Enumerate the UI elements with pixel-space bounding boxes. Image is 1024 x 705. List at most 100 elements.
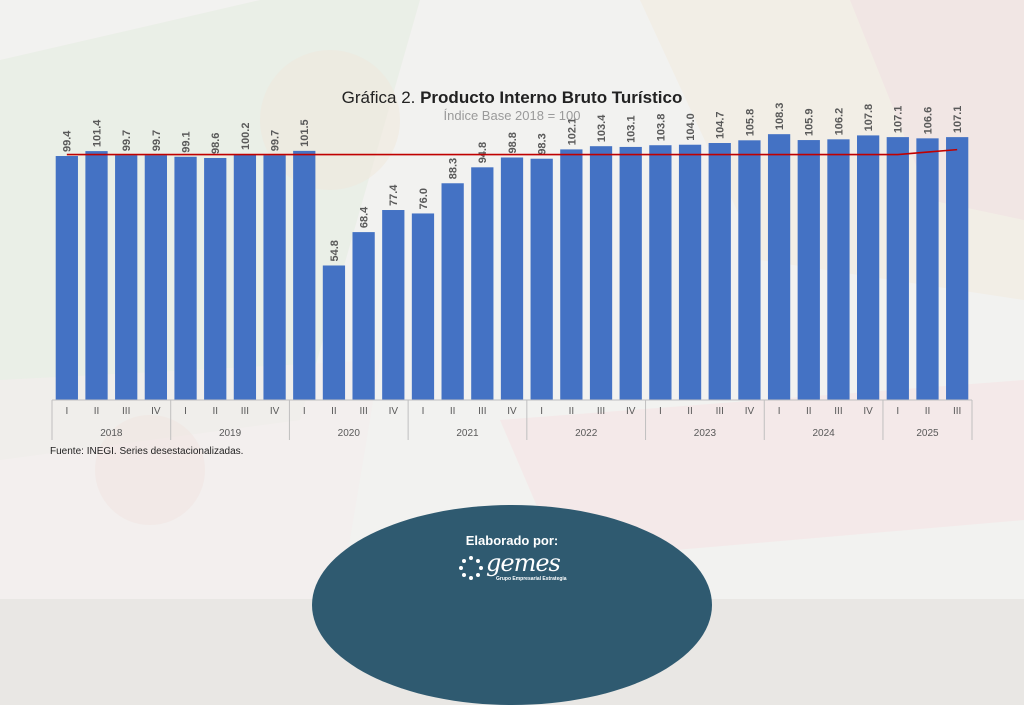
data-label: 98.6	[210, 133, 222, 154]
bar	[115, 155, 138, 400]
bar	[708, 143, 731, 400]
x-tick-label: IV	[389, 406, 399, 417]
bar	[85, 151, 108, 400]
bar	[500, 157, 524, 400]
x-tick-label: I	[659, 406, 662, 417]
bar	[263, 155, 286, 400]
x-tick-label: III	[478, 406, 486, 417]
x-tick-label: IV	[626, 406, 636, 417]
x-tick-label: I	[540, 406, 543, 417]
x-tick-label: I	[303, 406, 306, 417]
source-note: Fuente: INEGI. Series desestacionalizada…	[50, 446, 244, 457]
logo-dots-icon	[459, 556, 483, 580]
x-tick-label: II	[450, 406, 456, 417]
x-tick-label: I	[65, 406, 68, 417]
chart-title: Gráfica 2. Producto Interno Bruto Turíst…	[0, 88, 1024, 108]
x-tick-label: III	[953, 406, 961, 417]
data-label: 103.4	[596, 114, 608, 142]
x-tick-label: IV	[863, 406, 873, 417]
data-label: 98.8	[507, 132, 519, 153]
data-label: 104.7	[715, 111, 727, 139]
data-label: 54.8	[329, 240, 341, 261]
bar	[352, 232, 375, 400]
x-tick-label: III	[359, 406, 367, 417]
bar	[946, 137, 969, 401]
x-tick-label: I	[184, 406, 187, 417]
data-label: 107.8	[863, 104, 875, 132]
data-label: 68.4	[359, 206, 371, 228]
x-tick-label: I	[778, 406, 781, 417]
x-group-label: 2019	[219, 428, 242, 439]
bar	[678, 144, 702, 400]
data-label: 108.3	[774, 103, 786, 131]
x-tick-label: II	[212, 406, 218, 417]
data-label: 102.1	[566, 118, 578, 146]
bar	[441, 183, 464, 400]
x-group-label: 2021	[456, 428, 479, 439]
data-label: 76.0	[418, 188, 430, 209]
data-label: 106.2	[833, 108, 845, 136]
x-group-label: 2025	[916, 428, 939, 439]
data-label: 94.8	[477, 142, 489, 163]
x-tick-label: III	[834, 406, 842, 417]
chart-title-prefix: Gráfica 2.	[341, 88, 421, 107]
x-group-label: 2020	[338, 428, 361, 439]
bar	[560, 149, 583, 400]
footer-label: Elaborado por:	[465, 533, 559, 548]
value-labels-group: 99.4 101.4 99.7 99.7 99.1 98.6 100.2 99.7 101.5 5…	[62, 103, 964, 262]
x-tick-label: I	[422, 406, 425, 417]
bar	[293, 150, 316, 400]
bar	[886, 137, 909, 401]
data-label: 105.8	[744, 109, 756, 137]
bar	[797, 140, 820, 400]
bars-group	[55, 134, 969, 401]
x-tick-label: II	[687, 406, 693, 417]
bar	[411, 213, 435, 400]
bar	[827, 139, 850, 400]
x-tick-label: IV	[151, 406, 161, 417]
bar	[649, 145, 672, 400]
data-label: 103.8	[655, 114, 667, 142]
data-label: 99.4	[62, 130, 74, 152]
x-tick-label: III	[716, 406, 724, 417]
data-label: 106.6	[922, 107, 934, 135]
logo-tagline: Grupo Empresarial Estrategia	[496, 576, 567, 582]
bar	[144, 155, 167, 400]
x-tick-label: III	[241, 406, 249, 417]
x-tick-label: III	[122, 406, 130, 417]
data-label: 99.1	[180, 131, 192, 152]
data-label: 103.1	[626, 115, 638, 143]
x-tick-label: IV	[745, 406, 755, 417]
data-label: 104.0	[685, 113, 697, 141]
data-label: 99.7	[151, 130, 163, 151]
bar	[382, 210, 405, 400]
bar-chart: 99.4 101.4 99.7 99.7 99.1 98.6 100.2 99.7 101.5 5…	[51, 103, 973, 440]
x-tick-label: III	[597, 406, 605, 417]
x-tick-label: II	[331, 406, 337, 417]
bar	[471, 167, 494, 400]
data-label: 77.4	[388, 184, 400, 206]
bar	[322, 265, 346, 400]
chart-title-main: Producto Interno Bruto Turístico	[420, 88, 683, 107]
data-label: 105.9	[804, 109, 816, 137]
x-tick-label: II	[806, 406, 812, 417]
x-group-label: 2022	[575, 428, 598, 439]
data-label: 101.4	[91, 119, 103, 147]
data-label: 88.3	[448, 158, 460, 179]
bar	[738, 140, 761, 401]
data-label: 107.1	[952, 106, 964, 134]
bar	[767, 134, 791, 400]
x-tick-label: IV	[270, 406, 280, 417]
bar	[55, 156, 78, 400]
x-tick-label: IV	[507, 406, 517, 417]
data-label: 101.5	[299, 119, 311, 147]
x-axis-group: I II III IV I II III IV I II III IV I II III IV I II III IV…	[51, 399, 973, 440]
bar	[589, 146, 613, 400]
x-tick-label: II	[925, 406, 931, 417]
x-tick-label: II	[94, 406, 100, 417]
bar	[174, 156, 197, 400]
bar	[204, 157, 227, 400]
chart-subtitle: Índice Base 2018 = 100	[443, 108, 581, 123]
x-group-label: 2024	[812, 428, 835, 439]
bar	[233, 154, 257, 400]
